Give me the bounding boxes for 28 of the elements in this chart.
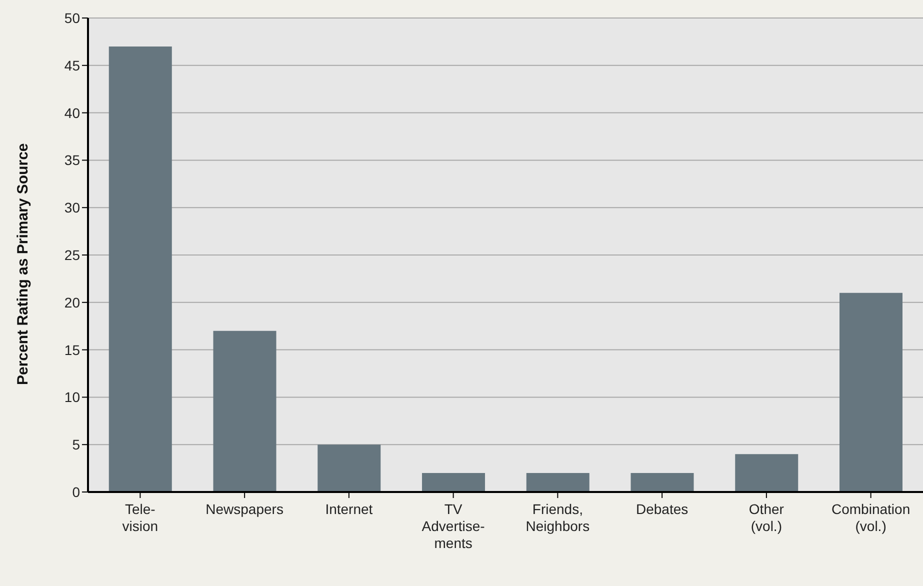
bar (422, 473, 485, 492)
bar (735, 454, 798, 492)
bar (630, 473, 694, 492)
x-tick-label: Internet (325, 501, 373, 517)
y-tick-label: 35 (64, 152, 80, 168)
x-tick-label: Combination (vol.) (832, 501, 910, 534)
bar (213, 330, 276, 492)
x-tick-label: Other (vol.) (748, 501, 784, 534)
bar (108, 46, 172, 492)
y-tick-label: 45 (64, 57, 80, 74)
bar (840, 292, 902, 492)
y-axis-title: Percent Rating as Primary Source (14, 143, 32, 385)
y-tick-label: 25 (64, 246, 80, 263)
y-tick-label: 5 (72, 436, 80, 453)
y-tick-label: 30 (64, 200, 80, 216)
x-tick-label: Friends, Neighbors (526, 501, 590, 534)
bar (526, 473, 590, 492)
x-tick-label: Newspapers (206, 501, 284, 517)
y-tick-label: 50 (64, 10, 80, 26)
y-tick-label: 0 (72, 484, 80, 500)
x-tick-label: TV Advertise- ments (422, 501, 486, 551)
y-tick-label: 40 (64, 104, 80, 121)
y-tick-label: 10 (64, 389, 80, 406)
bar (318, 444, 381, 492)
y-tick-label: 20 (64, 294, 80, 310)
y-tick-label: 15 (64, 342, 80, 358)
x-tick-label: Debates (636, 501, 688, 517)
x-tick-label: Tele- vision (122, 501, 158, 534)
